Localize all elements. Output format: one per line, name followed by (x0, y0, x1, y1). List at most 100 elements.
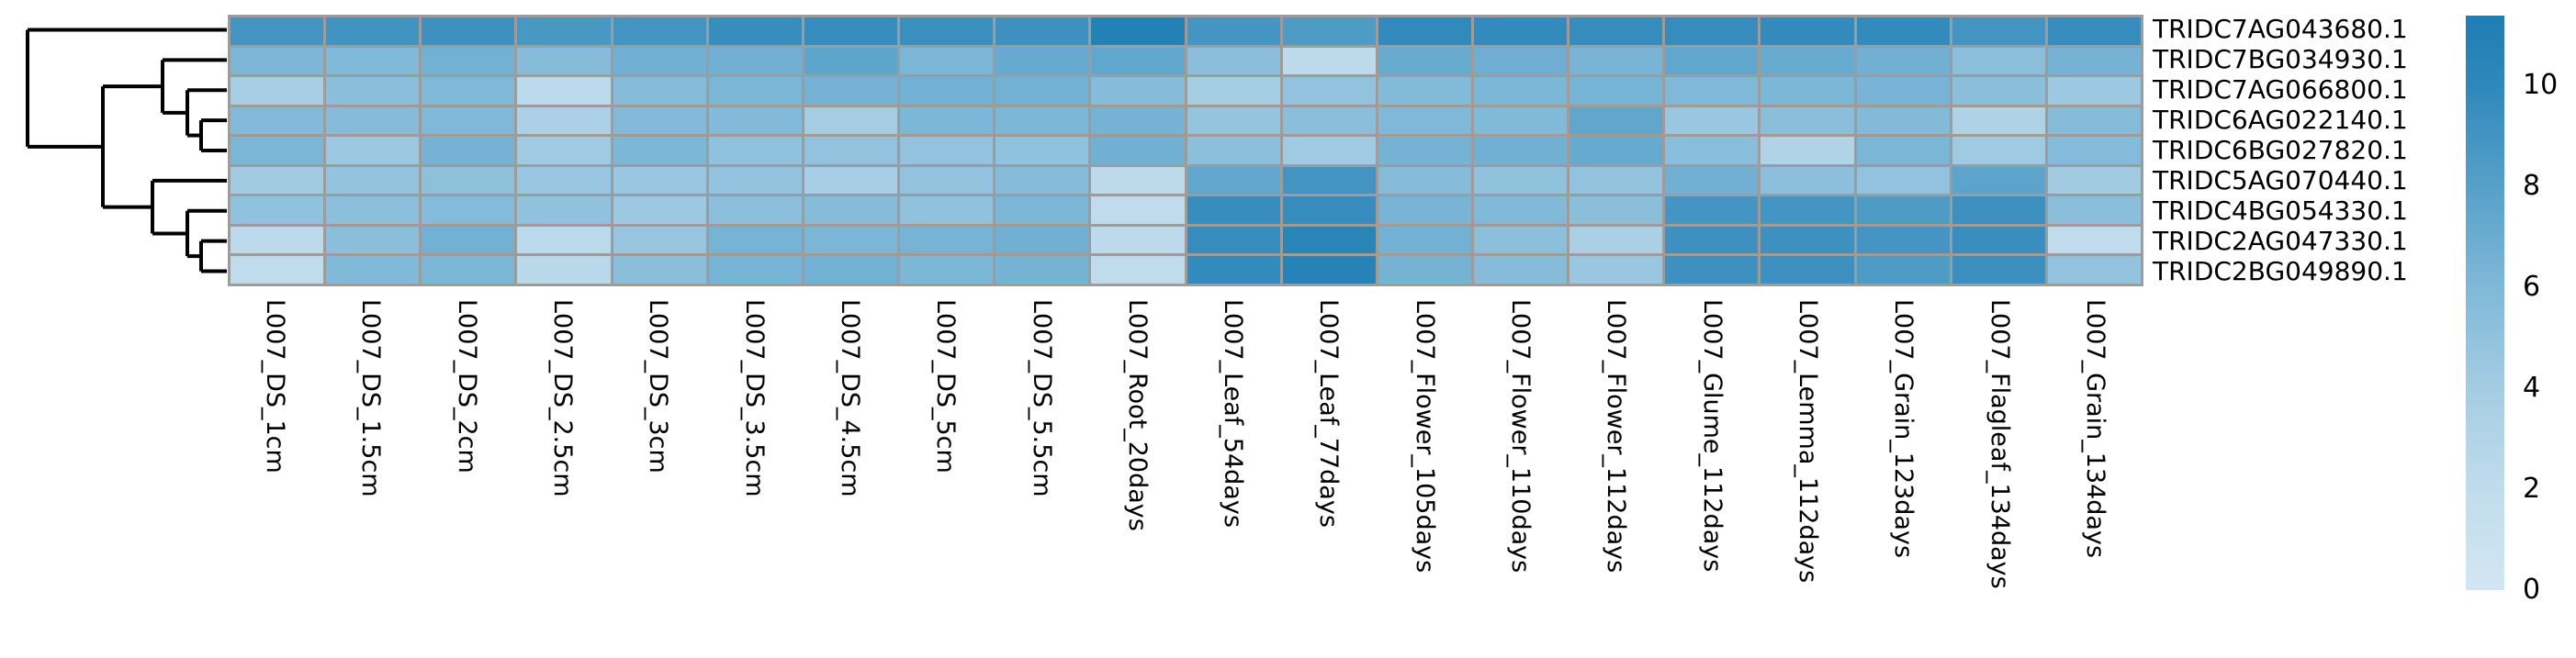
heatmap-cell (231, 166, 324, 195)
heatmap-cell (708, 166, 802, 195)
heatmap-cell (231, 256, 324, 284)
heatmap-cell (1091, 77, 1185, 105)
heatmap-cell (1282, 137, 1376, 164)
heatmap-cell (1665, 17, 1759, 45)
heatmap-cell (1760, 226, 1854, 254)
heatmap-cell (900, 256, 994, 284)
row-label: TRIDC7AG066800.1 (2153, 74, 2408, 106)
column-label: L007_Glume_112days (1697, 299, 1727, 573)
heatmap-cell (1473, 77, 1568, 105)
heatmap-cell (708, 137, 802, 164)
column-label: L007_Flower_112days (1602, 299, 1631, 574)
column-label: L007_Root_20days (1122, 299, 1152, 531)
column-label: L007_Flagleaf_134days (1985, 299, 2014, 589)
heatmap-cell (517, 137, 611, 164)
heatmap-cell (1856, 47, 1950, 75)
heatmap-cell (900, 196, 994, 224)
heatmap-cell (1856, 77, 1950, 105)
column-label: L007_DS_2.5cm (548, 299, 578, 497)
heatmap-cell (1282, 106, 1376, 135)
colorbar-tick-label: 10 (2523, 68, 2559, 101)
heatmap-cell (996, 17, 1089, 45)
heatmap-cell (1473, 17, 1568, 45)
heatmap-cell (900, 226, 994, 254)
heatmap-cell (1091, 17, 1185, 45)
heatmap-cell (2047, 47, 2141, 75)
column-label: L007_Grain_123days (1889, 299, 1918, 559)
heatmap-cell (2047, 17, 2141, 45)
heatmap-cell (1091, 226, 1185, 254)
heatmap-cell (613, 166, 706, 195)
row-label: TRIDC7AG043680.1 (2153, 14, 2408, 45)
heatmap-cell (326, 106, 420, 135)
heatmap-cell (613, 106, 706, 135)
heatmap-cell (1569, 256, 1663, 284)
heatmap-cell (517, 256, 611, 284)
row-label: TRIDC2BG049890.1 (2153, 255, 2408, 286)
column-label: L007_Leaf_77days (1314, 299, 1344, 528)
heatmap-cell (996, 196, 1089, 224)
heatmap-cell (996, 226, 1089, 254)
heatmap-cell (1569, 166, 1663, 195)
column-label: L007_Lemma_112days (1793, 299, 1822, 584)
column-label: L007_Flower_105days (1410, 299, 1439, 574)
heatmap-cell (1952, 226, 2045, 254)
heatmap-cell (2047, 166, 2141, 195)
heatmap-cell (1091, 106, 1185, 135)
heatmap-cell (1760, 106, 1854, 135)
heatmap-cell (231, 47, 324, 75)
heatmap-cell (613, 77, 706, 105)
heatmap-cell (422, 226, 515, 254)
heatmap-cell (613, 47, 706, 75)
heatmap-cell (1187, 47, 1280, 75)
heatmap-cell (1378, 77, 1471, 105)
heatmap-cell (613, 137, 706, 164)
heatmap-cell (1569, 106, 1663, 135)
heatmap-cell (1760, 47, 1854, 75)
heatmap-cell (1378, 17, 1471, 45)
heatmap-cell (2047, 137, 2141, 164)
heatmap-cell (708, 47, 802, 75)
heatmap-cell (1856, 196, 1950, 224)
heatmap-cell (1091, 256, 1185, 284)
heatmap-cell (231, 196, 324, 224)
colorbar-gradient (2466, 16, 2504, 590)
column-label: L007_DS_5cm (931, 299, 961, 474)
colorbar-tick-label: 2 (2523, 472, 2541, 505)
heatmap-cell (2047, 77, 2141, 105)
heatmap-cell (1760, 137, 1854, 164)
heatmap-cell (1282, 166, 1376, 195)
heatmap-cell (422, 166, 515, 195)
heatmap-cell (1282, 17, 1376, 45)
heatmap-cell (1569, 196, 1663, 224)
heatmap-cell (231, 137, 324, 164)
heatmap-cell (1378, 166, 1471, 195)
heatmap-cell (326, 137, 420, 164)
heatmap-cell (1187, 106, 1280, 135)
heatmap-cell (1569, 77, 1663, 105)
heatmap-cell (804, 226, 898, 254)
heatmap-cell (1760, 17, 1854, 45)
heatmap-cell (1282, 196, 1376, 224)
colorbar-tick-label: 4 (2523, 371, 2541, 404)
heatmap-cell (1856, 256, 1950, 284)
heatmap-cell (231, 226, 324, 254)
row-label: TRIDC4BG054330.1 (2153, 195, 2408, 226)
heatmap-cell (2047, 226, 2141, 254)
heatmap-cell (900, 106, 994, 135)
column-label: L007_Flower_110days (1506, 299, 1535, 574)
heatmap-cell (1378, 47, 1471, 75)
heatmap-cell (422, 256, 515, 284)
heatmap-cell (326, 47, 420, 75)
heatmap-cell (1760, 77, 1854, 105)
heatmap-cell (231, 106, 324, 135)
heatmap-cell (422, 17, 515, 45)
heatmap-cell (231, 77, 324, 105)
column-label: L007_DS_2cm (452, 299, 481, 474)
heatmap-cell (231, 17, 324, 45)
heatmap-cell (1952, 256, 2045, 284)
heatmap-cell (804, 256, 898, 284)
heatmap-cell (1091, 137, 1185, 164)
heatmap-cell (900, 47, 994, 75)
heatmap-cell (1569, 17, 1663, 45)
